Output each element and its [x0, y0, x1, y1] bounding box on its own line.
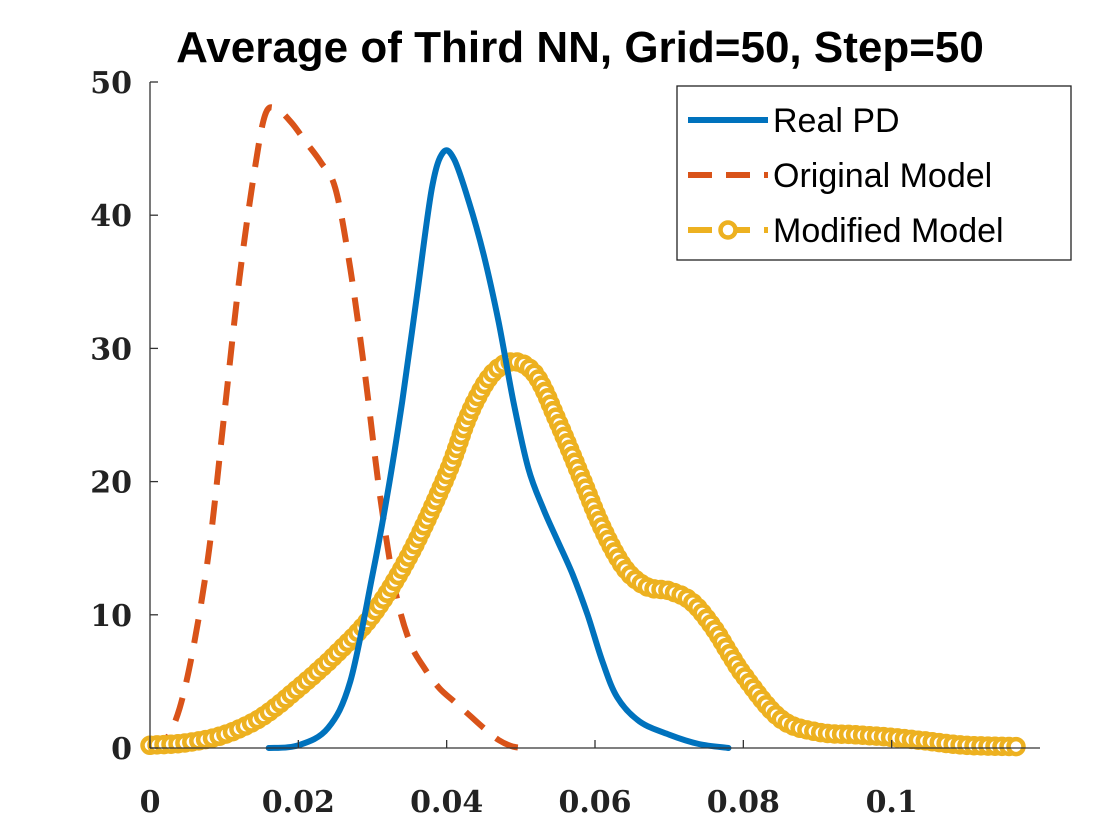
- original-model-line: [148, 104, 529, 751]
- x-tick-label: 0: [140, 785, 161, 820]
- legend-label-real-pd: Real PD: [773, 102, 900, 140]
- y-ticks: 0 10 20 30 40 50: [90, 66, 158, 767]
- legend-marker-modified-model: [718, 220, 738, 240]
- x-ticks: 0 0.02 0.04 0.06 0.08 0.1: [140, 740, 918, 820]
- series-layer: [140, 104, 1026, 757]
- modified-model-marker: [1006, 736, 1026, 757]
- x-tick-label: 0.06: [558, 785, 631, 820]
- y-tick-label: 20: [90, 466, 132, 501]
- legend-entries: Real PD Original Model Modified Model: [688, 102, 1004, 250]
- y-tick-label: 10: [90, 599, 132, 634]
- y-tick-label: 30: [90, 332, 132, 367]
- chart-title: Average of Third NN, Grid=50, Step=50: [176, 23, 984, 72]
- x-tick-label: 0.04: [410, 785, 483, 820]
- legend-label-original-model: Original Model: [773, 157, 992, 195]
- plot-area: 0 0.02 0.04 0.06 0.08 0.1 0 10 20 30 40 50: [90, 66, 1040, 820]
- real-pd-line: [265, 147, 732, 751]
- x-tick-label: 0.1: [866, 785, 918, 820]
- modified-model-markers: [140, 352, 1026, 757]
- legend: Real PD Original Model Modified Model: [676, 85, 1072, 261]
- legend-label-modified-model: Modified Model: [773, 212, 1004, 250]
- x-tick-label: 0.02: [262, 785, 335, 820]
- y-tick-label: 40: [90, 199, 132, 234]
- y-tick-label: 50: [90, 66, 132, 101]
- y-tick-label: 0: [111, 732, 132, 767]
- modified-model-line: [149, 358, 1018, 750]
- x-tick-label: 0.08: [707, 785, 780, 820]
